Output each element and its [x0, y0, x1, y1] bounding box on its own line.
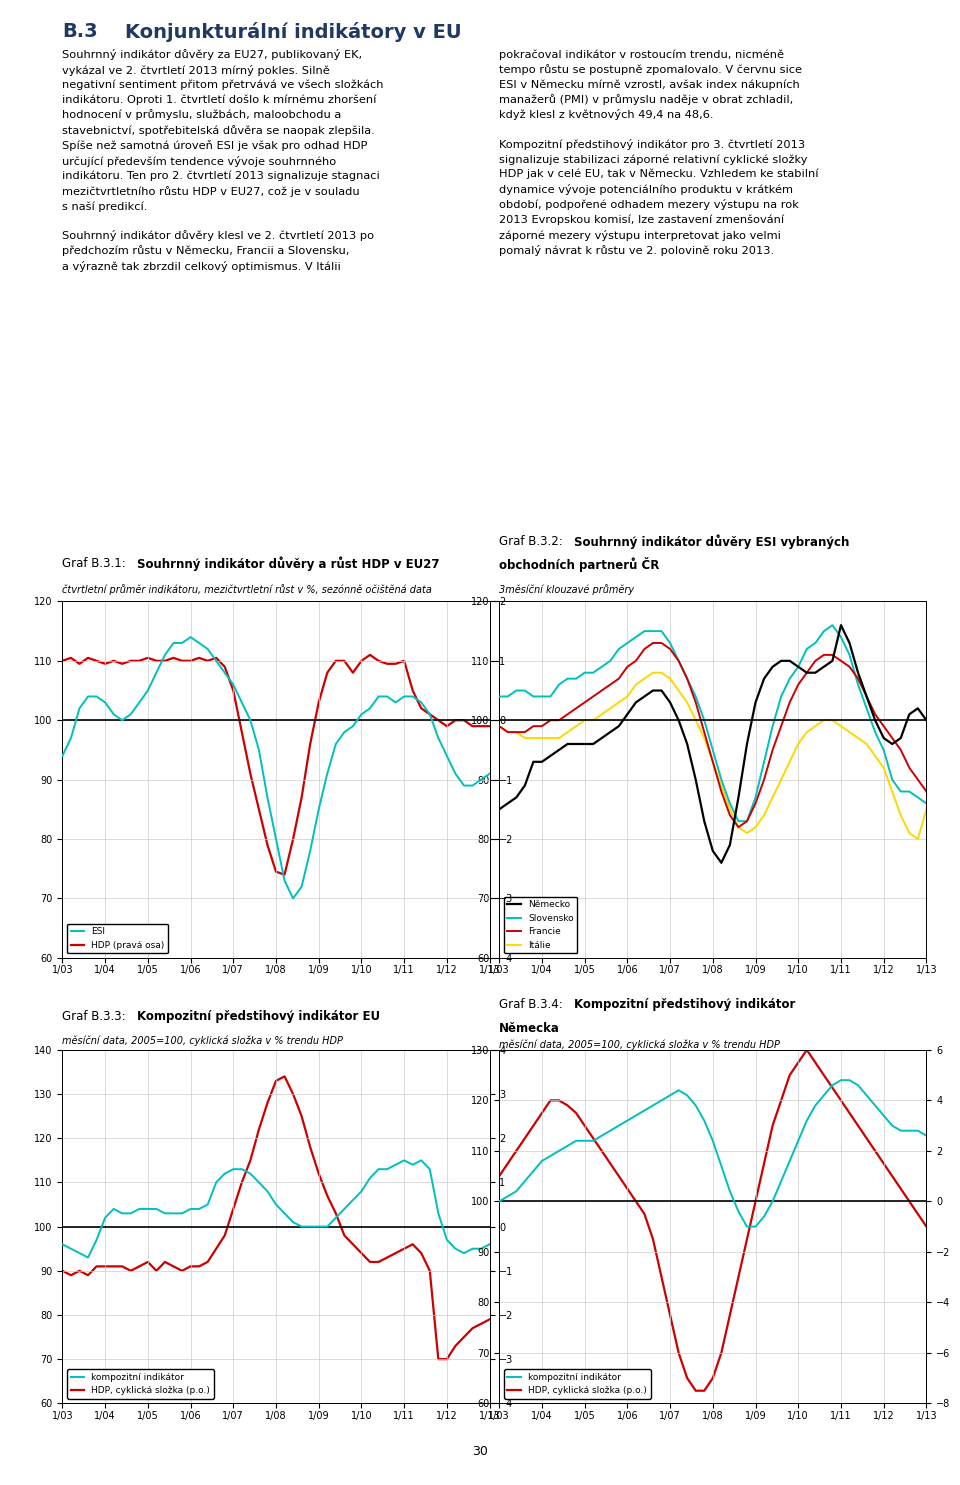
Text: Kompozitní předstihový indikátor: Kompozitní předstihový indikátor — [574, 998, 796, 1011]
Text: měsíční data, 2005=100, cyklická složka v % trendu HDP: měsíční data, 2005=100, cyklická složka … — [62, 1035, 344, 1045]
Legend: kompozitní indikátor, HDP, cyklická složka (p.o.): kompozitní indikátor, HDP, cyklická slož… — [504, 1369, 651, 1399]
Text: Souhrnný indikátor důvěry za EU27, publikovaný EK,
vykázal ve 2. čtvrtletí 2013 : Souhrnný indikátor důvěry za EU27, publi… — [62, 49, 384, 272]
Text: Kompozitní předstihový indikátor EU: Kompozitní předstihový indikátor EU — [137, 1010, 380, 1023]
Text: B.3: B.3 — [62, 22, 98, 42]
Legend: Německo, Slovensko, Francie, Itálie: Německo, Slovensko, Francie, Itálie — [504, 897, 577, 953]
Text: čtvrtletní průměr indikátoru, mezičtvrtletní růst v %, sezónně očištěná data: čtvrtletní průměr indikátoru, mezičtvrtl… — [62, 584, 432, 594]
Legend: kompozitní indikátor, HDP, cyklická složka (p.o.): kompozitní indikátor, HDP, cyklická slož… — [67, 1369, 214, 1399]
Text: Graf B.3.3:: Graf B.3.3: — [62, 1010, 130, 1023]
Text: Konjunkturální indikátory v EU: Konjunkturální indikátory v EU — [125, 22, 462, 42]
Text: Graf B.3.2:: Graf B.3.2: — [499, 535, 566, 548]
Text: 30: 30 — [472, 1445, 488, 1458]
Text: obchodních partnerů ČR: obchodních partnerů ČR — [499, 557, 660, 572]
Text: pokračoval indikátor v rostoucím trendu, nicméně
tempo růstu se postupně zpomalo: pokračoval indikátor v rostoucím trendu,… — [499, 49, 819, 257]
Text: 3měsíční klouzavé průměry: 3měsíční klouzavé průměry — [499, 584, 635, 594]
Text: Německa: Německa — [499, 1022, 560, 1035]
Text: Souhrnný indikátor důvěry ESI vybraných: Souhrnný indikátor důvěry ESI vybraných — [574, 535, 850, 549]
Text: měsíční data, 2005=100, cyklická složka v % trendu HDP: měsíční data, 2005=100, cyklická složka … — [499, 1040, 780, 1050]
Legend: ESI, HDP (pravá osa): ESI, HDP (pravá osa) — [67, 924, 168, 953]
Text: Souhrnný indikátor důvěry a růst HDP v EU27: Souhrnný indikátor důvěry a růst HDP v E… — [137, 557, 440, 572]
Text: Graf B.3.1:: Graf B.3.1: — [62, 557, 130, 570]
Text: Graf B.3.4:: Graf B.3.4: — [499, 998, 566, 1011]
